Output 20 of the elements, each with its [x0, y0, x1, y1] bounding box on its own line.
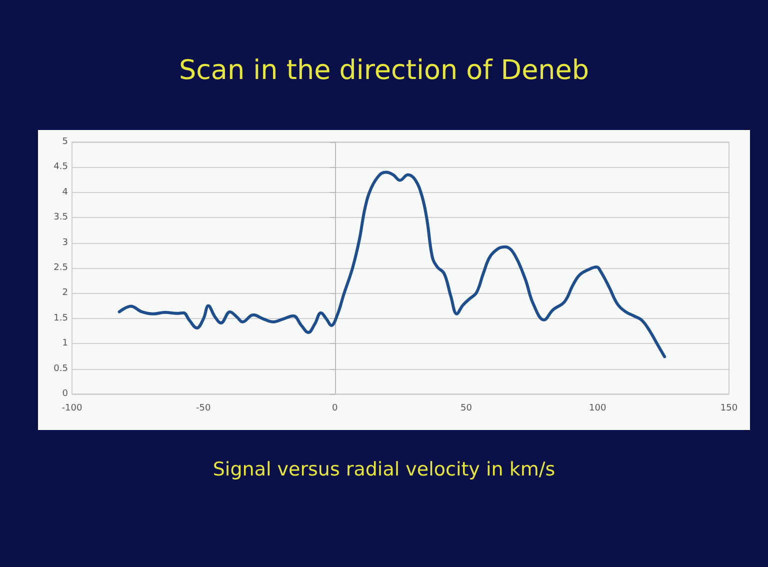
x-tick-label: 0	[332, 404, 338, 414]
y-tick-label: 5	[62, 137, 68, 147]
y-tick-label: 0	[62, 389, 68, 399]
y-tick-label: 1	[62, 338, 68, 349]
x-tick-label: -50	[196, 404, 212, 414]
line-series	[118, 170, 666, 358]
y-tick-label: 4	[62, 187, 68, 198]
y-tick-label: 1.5	[54, 313, 68, 324]
x-tick-label: 150	[720, 404, 738, 414]
x-tick-label: -100	[62, 404, 82, 414]
y-tick-label: 0.5	[54, 364, 68, 374]
y-tick-label: 2.5	[54, 263, 68, 273]
x-axis-title: Signal versus radial velocity in km/s	[212, 458, 556, 480]
x-tick-label: 100	[589, 404, 606, 414]
x-tick-label: 50	[460, 404, 472, 414]
y-tick-label: 2	[62, 288, 68, 298]
y-tick-label: 3	[62, 238, 68, 248]
chart-title: Scan in the direction of Deneb	[178, 55, 590, 86]
y-tick-label: 4.5	[54, 162, 68, 172]
y-tick-label: 3.5	[54, 212, 68, 223]
